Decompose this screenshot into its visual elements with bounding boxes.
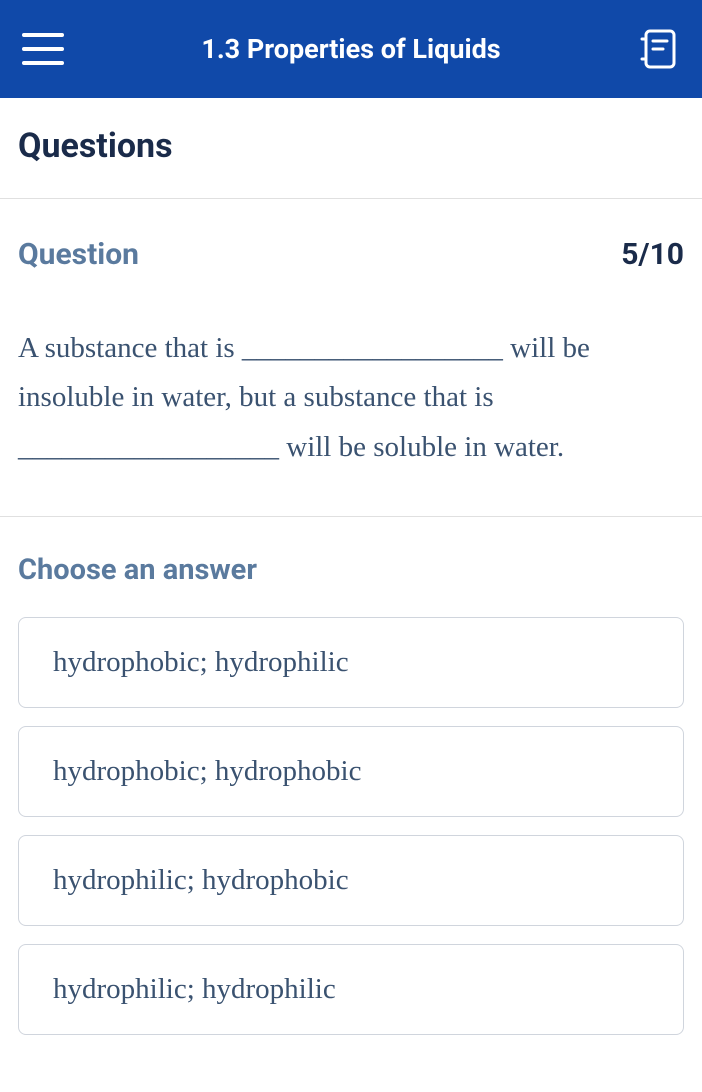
notes-icon[interactable] <box>638 25 680 73</box>
answer-option-3[interactable]: hydrophilic; hydrophobic <box>18 835 684 926</box>
menu-icon[interactable] <box>22 33 64 65</box>
answer-option-1[interactable]: hydrophobic; hydrophilic <box>18 617 684 708</box>
section-title: Questions <box>0 98 702 199</box>
app-header: 1.3 Properties of Liquids <box>0 0 702 98</box>
question-counter: 5/10 <box>621 237 684 272</box>
answer-option-4[interactable]: hydrophilic; hydrophilic <box>18 944 684 1035</box>
question-text: A substance that is __________________ w… <box>0 272 702 517</box>
answer-section: Choose an answer hydrophobic; hydrophili… <box>0 517 702 1035</box>
answer-option-2[interactable]: hydrophobic; hydrophobic <box>18 726 684 817</box>
page-title: 1.3 Properties of Liquids <box>64 33 638 65</box>
answer-label: Choose an answer <box>18 553 684 587</box>
question-header: Question 5/10 <box>0 199 702 272</box>
question-label: Question <box>18 237 139 272</box>
